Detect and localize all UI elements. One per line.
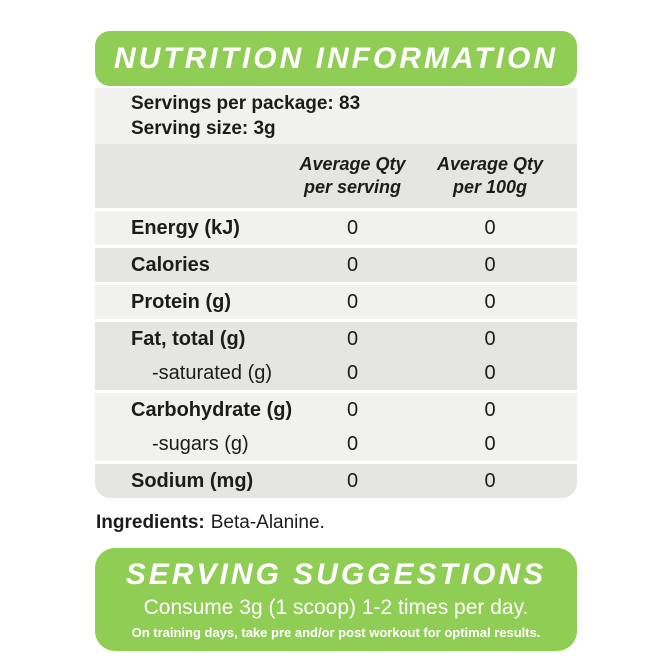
table-row-saturated: -saturated (g) 0 0 [95,356,577,390]
table-row-fat-total: Fat, total (g) 0 0 [95,322,577,356]
row-value-sodium-per-100g: 0 [484,469,496,492]
row-value-fat-total-per-100g: 0 [484,327,496,350]
table-band-sodium: Sodium (mg) 0 0 [95,464,577,498]
column-header-per-serving-line1: Average Qty [299,154,406,174]
serving-suggestions-title: SERVING SUGGESTIONS [125,558,547,591]
table-row-sodium: Sodium (mg) 0 0 [95,464,577,498]
table-row-sugars: -sugars (g) 0 0 [95,427,577,461]
column-header-row: Average Qty per serving Average Qty per … [95,144,577,208]
table-row-calories: Calories 0 0 [95,248,577,282]
row-value-sodium-per-serving: 0 [346,469,359,492]
table-row-protein: Protein (g) 0 0 [95,285,577,319]
row-value-sugars-per-100g: 0 [484,432,496,455]
table-band-energy: Energy (kJ) 0 0 [95,211,577,245]
column-header-per-serving: Average Qty per serving [280,153,425,199]
row-value-carbohydrate-per-100g: 0 [484,398,496,421]
row-value-protein-per-serving: 0 [346,290,359,313]
ingredients-label: Ingredients: [96,512,205,533]
row-value-energy-per-serving: 0 [346,216,359,239]
table-row-carbohydrate: Carbohydrate (g) 0 0 [95,393,577,427]
column-header-per-100g-line1: Average Qty [436,154,544,174]
row-value-energy-per-100g: 0 [484,216,496,239]
serving-info-section: Servings per package: 83 Serving size: 3… [95,88,577,144]
row-value-protein-per-100g: 0 [484,290,496,313]
column-header-per-100g-line2: per 100g [452,177,528,197]
nutrition-header-title: NUTRITION INFORMATION [113,41,559,75]
row-label-carbohydrate: Carbohydrate (g) [131,398,293,421]
row-label-fat-total: Fat, total (g) [131,327,246,350]
row-label-sugars: -sugars (g) [152,432,249,455]
row-value-calories-per-100g: 0 [484,253,496,276]
table-band-protein: Protein (g) 0 0 [95,285,577,319]
column-header-per-serving-line2: per serving [303,177,402,197]
table-row-energy: Energy (kJ) 0 0 [95,211,577,245]
serving-size: Serving size: 3g [131,118,276,139]
serving-suggestions-banner: SERVING SUGGESTIONS Consume 3g (1 scoop)… [95,548,577,651]
serving-suggestions-directions: Consume 3g (1 scoop) 1-2 times per day. [143,596,529,619]
serving-suggestions-note: On training days, take pre and/or post w… [131,625,541,640]
label-content: NUTRITION INFORMATION Servings per packa… [95,0,577,651]
ingredients-value: Beta-Alanine. [210,512,325,533]
row-value-sugars-per-serving: 0 [346,432,359,455]
row-value-saturated-per-100g: 0 [484,361,496,384]
nutrition-header-banner: NUTRITION INFORMATION [95,31,577,86]
row-value-calories-per-serving: 0 [346,253,359,276]
row-label-energy: Energy (kJ) [131,216,240,239]
table-band-calories: Calories 0 0 [95,248,577,282]
row-value-saturated-per-serving: 0 [346,361,359,384]
table-band-carbohydrate: Carbohydrate (g) 0 0 -sugars (g) 0 0 [95,393,577,461]
row-label-sodium: Sodium (mg) [131,469,254,492]
row-value-carbohydrate-per-serving: 0 [346,398,359,421]
row-label-saturated: -saturated (g) [152,361,273,384]
row-value-fat-total-per-serving: 0 [346,327,359,350]
servings-per-package: Servings per package: 83 [131,93,361,114]
row-label-protein: Protein (g) [131,290,231,313]
row-label-calories: Calories [131,253,210,276]
column-header-per-100g: Average Qty per 100g [425,153,555,199]
table-band-fat: Fat, total (g) 0 0 -saturated (g) 0 0 [95,322,577,390]
ingredients-line: Ingredients: Beta-Alanine. [95,512,577,534]
nutrition-table: Servings per package: 83 Serving size: 3… [95,88,577,498]
